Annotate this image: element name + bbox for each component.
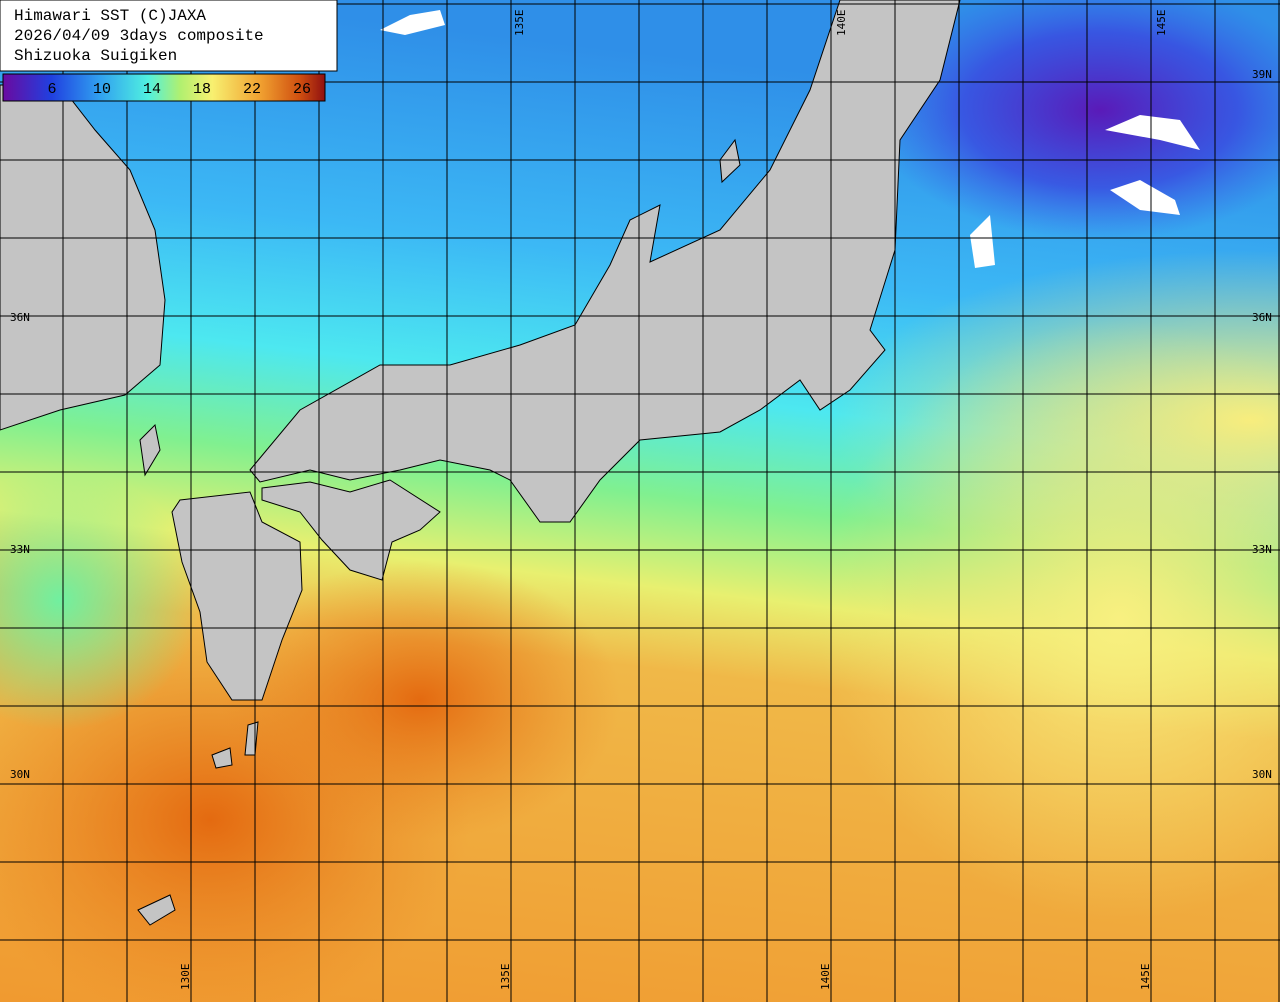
warm-area [820, 320, 1280, 920]
colorbar-label: 22 [243, 81, 261, 98]
lon-label: 130E [179, 964, 192, 991]
lon-label: 140E [835, 10, 848, 37]
lat-label: 39N [1252, 68, 1272, 81]
lat-label: 30N [10, 768, 30, 781]
cloud-mask [380, 10, 1200, 268]
colorbar-label: 10 [93, 81, 111, 98]
colorbar-labels: 6 10 14 18 22 26 [47, 81, 311, 98]
header-line: 2026/04/09 3days composite [14, 27, 264, 45]
colorbar-label: 14 [143, 81, 161, 98]
lat-label: 36N [1252, 311, 1272, 324]
lon-label: 145E [1139, 964, 1152, 991]
lon-label: 145E [1155, 10, 1168, 37]
header-line: Himawari SST (C)JAXA [14, 7, 206, 25]
cold-area [870, 0, 1280, 240]
lat-label: 30N [1252, 768, 1272, 781]
lon-label: 135E [499, 964, 512, 991]
header-line: Shizuoka Suigiken [14, 47, 177, 65]
lat-label: 36N [10, 311, 30, 324]
lat-label: 33N [1252, 543, 1272, 556]
lon-label: 135E [513, 10, 526, 37]
land [0, 0, 961, 926]
colorbar-label: 6 [47, 81, 56, 98]
hot-area [220, 560, 620, 840]
lon-label: 140E [819, 964, 832, 991]
lat-label: 33N [10, 543, 30, 556]
colorbar [2, 73, 326, 102]
colorbar-label: 26 [293, 81, 311, 98]
header-box [0, 0, 338, 72]
colorbar-label: 18 [193, 81, 211, 98]
cool-area [0, 470, 200, 730]
